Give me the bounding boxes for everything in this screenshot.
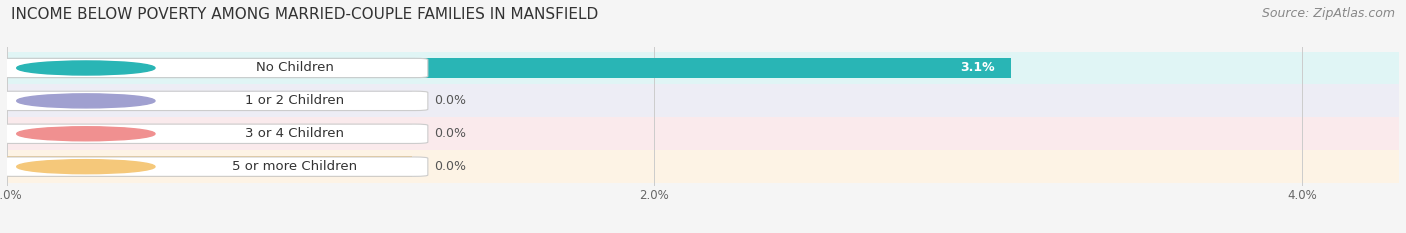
Text: 3 or 4 Children: 3 or 4 Children xyxy=(245,127,344,140)
Text: 0.0%: 0.0% xyxy=(434,94,467,107)
Circle shape xyxy=(17,127,155,141)
Text: 3.1%: 3.1% xyxy=(960,62,994,75)
Bar xyxy=(7,58,1011,78)
Text: Source: ZipAtlas.com: Source: ZipAtlas.com xyxy=(1261,7,1395,20)
FancyBboxPatch shape xyxy=(0,124,427,144)
Text: INCOME BELOW POVERTY AMONG MARRIED-COUPLE FAMILIES IN MANSFIELD: INCOME BELOW POVERTY AMONG MARRIED-COUPL… xyxy=(11,7,599,22)
Text: No Children: No Children xyxy=(256,62,333,75)
FancyBboxPatch shape xyxy=(0,58,427,78)
Bar xyxy=(7,123,412,144)
Bar xyxy=(7,51,1399,84)
Text: 0.0%: 0.0% xyxy=(434,127,467,140)
Bar xyxy=(7,91,412,111)
Text: 0.0%: 0.0% xyxy=(434,160,467,173)
Bar xyxy=(7,84,1399,117)
Text: 5 or more Children: 5 or more Children xyxy=(232,160,357,173)
Text: 1 or 2 Children: 1 or 2 Children xyxy=(245,94,344,107)
Circle shape xyxy=(17,94,155,108)
FancyBboxPatch shape xyxy=(0,157,427,176)
Circle shape xyxy=(17,160,155,174)
Bar xyxy=(7,157,412,177)
Bar xyxy=(7,150,1399,183)
Circle shape xyxy=(17,61,155,75)
Bar xyxy=(7,117,1399,150)
FancyBboxPatch shape xyxy=(0,91,427,110)
